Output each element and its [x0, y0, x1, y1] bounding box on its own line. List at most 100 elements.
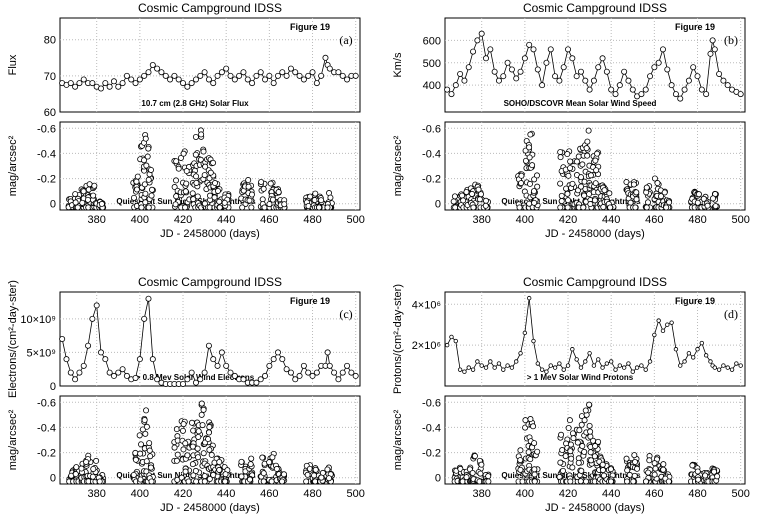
data-point [148, 166, 155, 173]
data-point [324, 204, 331, 211]
data-point [621, 68, 628, 75]
data-point [634, 365, 640, 370]
bottom-annotation: Quiescent Sun Night Sky Brightness [501, 197, 641, 206]
data-point [245, 183, 252, 190]
data-point [216, 466, 223, 473]
data-point [714, 473, 721, 480]
top-annotation: SOHO/DSCOVR Mean Solar Wind Speed [504, 99, 657, 108]
data-point [587, 351, 592, 356]
data-point [148, 192, 155, 199]
top-ytick-label: 0 [50, 381, 56, 393]
data-point [76, 369, 83, 376]
data-point [578, 365, 584, 370]
data-point [240, 376, 247, 383]
data-point [518, 172, 525, 179]
data-point [642, 86, 649, 93]
data-point [526, 154, 533, 161]
xtick-label: 380 [473, 214, 491, 226]
data-point [548, 363, 553, 368]
data-point [324, 349, 331, 356]
data-point [452, 204, 459, 211]
data-point [531, 199, 538, 206]
data-point [673, 347, 679, 352]
data-point [193, 478, 200, 485]
data-point [587, 172, 594, 179]
data-point [192, 467, 199, 474]
data-point [624, 467, 631, 474]
data-point [183, 180, 190, 187]
data-point [130, 194, 137, 201]
data-point [173, 177, 180, 184]
data-point [527, 456, 534, 463]
data-point [558, 192, 565, 199]
data-point [138, 204, 145, 211]
data-point [579, 443, 586, 450]
data-point [248, 455, 255, 462]
data-point [134, 173, 141, 180]
xtick-label: 400 [131, 214, 149, 226]
top-ytick-label: 400 [423, 80, 441, 92]
data-point [569, 55, 576, 62]
data-point [567, 165, 574, 172]
data-point [300, 76, 307, 83]
data-point [201, 478, 208, 485]
data-point [712, 203, 719, 210]
data-point [292, 376, 299, 383]
data-point [517, 457, 524, 464]
data-point [729, 367, 735, 372]
data-point [192, 133, 199, 140]
data-point [253, 72, 260, 79]
data-point [260, 478, 267, 485]
data-point [647, 359, 653, 364]
data-point [179, 427, 186, 434]
data-point [216, 459, 223, 466]
data-point [575, 153, 582, 160]
data-point [189, 190, 196, 197]
data-point [529, 162, 536, 169]
data-point [123, 72, 130, 79]
data-point [488, 359, 493, 364]
data-point [625, 77, 632, 84]
data-point [681, 86, 688, 93]
data-point [501, 367, 506, 372]
data-point [509, 365, 515, 370]
data-point [531, 478, 538, 485]
data-point [645, 469, 652, 476]
data-point [630, 478, 637, 485]
data-point [652, 465, 659, 472]
data-point [303, 478, 310, 485]
data-point [312, 466, 319, 473]
data-point [137, 450, 144, 457]
data-point [193, 173, 200, 180]
data-point [201, 369, 208, 376]
data-point [143, 468, 150, 475]
data-point [711, 468, 718, 475]
data-point [709, 37, 716, 44]
top-ytick-label: 4×10⁶ [412, 299, 441, 311]
panel-c: Cosmic Campground IDSS 0 5×10⁹ 10×10⁹Electr… [7, 275, 365, 514]
data-point [588, 457, 595, 464]
data-point [227, 369, 234, 376]
data-point [579, 161, 586, 168]
data-point [192, 379, 199, 386]
data-point [102, 80, 109, 87]
xtick-label: 480 [688, 488, 706, 500]
xtick-label: 420 [559, 488, 577, 500]
data-point [738, 363, 743, 368]
data-point [245, 177, 252, 184]
data-point [270, 80, 277, 87]
data-point [477, 191, 484, 198]
xtick-label: 500 [732, 214, 750, 226]
data-point [669, 320, 674, 325]
top-annotation: > 1 MeV Solar Wind Protons [527, 373, 634, 382]
data-point [592, 443, 599, 450]
data-point [558, 431, 565, 438]
data-point [573, 158, 580, 165]
data-point [318, 197, 325, 204]
series-line [61, 298, 356, 385]
data-point [655, 59, 662, 66]
xtick-label: 440 [217, 488, 235, 500]
data-point [564, 190, 571, 197]
data-point [260, 470, 267, 477]
data-point [274, 349, 281, 356]
